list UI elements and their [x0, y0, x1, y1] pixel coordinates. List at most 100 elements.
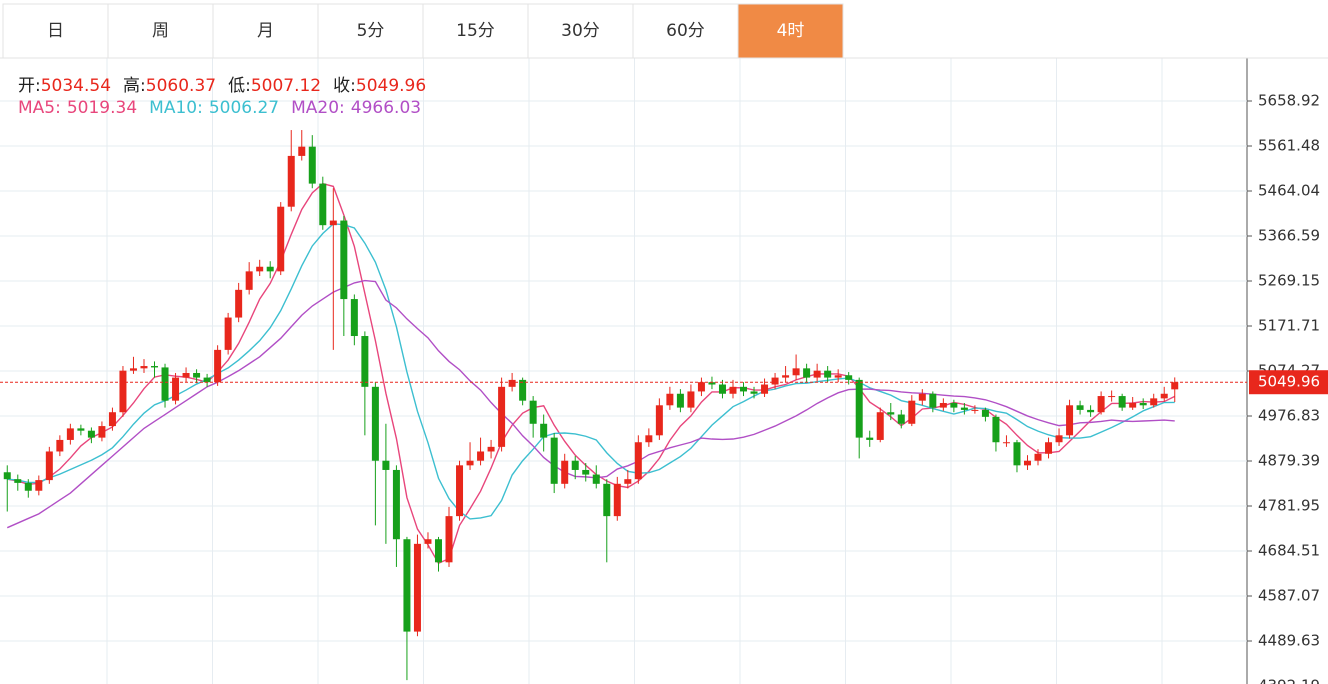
candle-body — [1129, 402, 1137, 408]
tab-box[interactable] — [107, 3, 214, 59]
candle-body — [172, 377, 180, 401]
tab[interactable]: 5分 — [317, 3, 424, 59]
candle-body — [603, 483, 611, 517]
candle-body — [750, 391, 758, 394]
candle-body — [361, 336, 369, 387]
tab-label[interactable]: 4时 — [777, 21, 805, 41]
candle-body — [971, 409, 979, 411]
tab-label[interactable]: 15分 — [456, 21, 495, 41]
candle-body — [340, 220, 348, 300]
candle-body — [256, 266, 264, 272]
candle-body — [224, 317, 232, 350]
tab-box[interactable] — [212, 3, 319, 59]
candle-body — [434, 539, 442, 563]
tab[interactable]: 30分 — [527, 3, 634, 59]
candle-body — [897, 414, 905, 424]
candle-body — [1045, 442, 1053, 454]
tab-label[interactable]: 月 — [257, 21, 274, 41]
candle-body — [477, 451, 485, 461]
y-tick-label: 4489.63 — [1258, 631, 1320, 649]
candle-body — [1108, 396, 1116, 398]
candle-body — [35, 480, 43, 491]
candle-body — [540, 423, 548, 438]
candle-body — [24, 482, 32, 491]
candle-body — [855, 379, 863, 438]
candle-body — [140, 366, 148, 369]
candle-body — [424, 539, 432, 544]
tab[interactable]: 日 — [2, 3, 109, 59]
legend-label: MA10: — [149, 98, 203, 118]
candle-body — [1023, 460, 1031, 466]
candle-body — [245, 271, 253, 290]
candle-body — [782, 375, 790, 378]
candle-body — [676, 393, 684, 408]
y-tick-label: 4684.51 — [1258, 541, 1320, 559]
candle-body — [161, 367, 169, 401]
candle-body — [718, 384, 726, 394]
candle-body — [960, 407, 968, 410]
legend-value: 5019.34 — [66, 98, 138, 118]
tab[interactable]: 15分 — [422, 3, 529, 59]
candle-body — [1076, 405, 1084, 410]
y-tick-label: 4781.95 — [1258, 496, 1320, 514]
candle-body — [45, 451, 53, 481]
tab-label[interactable]: 60分 — [666, 21, 705, 41]
y-tick-label: 4587.07 — [1258, 586, 1320, 604]
candle-body — [66, 428, 74, 440]
candle-body — [687, 391, 695, 408]
candle-body — [403, 539, 411, 632]
candle-body — [350, 299, 358, 337]
candle-body — [487, 446, 495, 452]
candle-body — [634, 442, 642, 480]
candle-body — [287, 155, 295, 207]
tab[interactable]: 60分 — [632, 3, 739, 59]
candle-body — [792, 368, 800, 376]
candle-body — [834, 375, 842, 378]
ohlc-label: 高: — [123, 76, 146, 96]
tab[interactable]: 4时 — [737, 3, 844, 59]
candle-body — [1171, 382, 1179, 390]
candle-body — [729, 386, 737, 394]
candle-body — [182, 372, 190, 378]
tab-label[interactable]: 日 — [47, 21, 64, 41]
ohlc-legend: 开:5034.54 高:5060.37 低:5007.12 收:5049.96 — [18, 71, 426, 96]
candle-body — [761, 384, 769, 394]
candle-body — [887, 412, 895, 415]
candle-body — [371, 386, 379, 461]
candle-body — [1002, 442, 1010, 444]
candle-body — [803, 368, 811, 378]
candle-body — [571, 460, 579, 470]
candle-body — [77, 428, 85, 431]
ohlc-value: 5049.96 — [355, 76, 427, 96]
candle-body — [1118, 396, 1126, 408]
tab-label[interactable]: 30分 — [561, 21, 600, 41]
candle-body — [203, 377, 211, 383]
legend-label: MA20: — [291, 98, 345, 118]
candle-body — [151, 366, 159, 368]
candle-body — [445, 516, 453, 563]
candle-body — [929, 393, 937, 408]
candle-body — [876, 412, 884, 440]
ohlc-value: 5007.12 — [250, 76, 322, 96]
tab-box[interactable] — [737, 3, 844, 59]
candle-body — [508, 379, 516, 387]
candle-body — [498, 386, 506, 447]
tab-label[interactable]: 周 — [152, 21, 169, 41]
y-tick-label: 5658.92 — [1258, 91, 1320, 109]
candle-body — [329, 220, 337, 226]
y-tick-label: 4879.39 — [1258, 451, 1320, 469]
candle-body — [382, 460, 390, 470]
candle-body — [519, 379, 527, 401]
legend-label: MA5: — [18, 98, 61, 118]
candle-body — [918, 393, 926, 401]
candle-body — [466, 460, 474, 466]
tab-box[interactable] — [317, 3, 424, 59]
candle-body — [740, 386, 748, 392]
tab[interactable]: 周 — [107, 3, 214, 59]
candle-body — [56, 439, 64, 452]
tab-label[interactable]: 5分 — [357, 21, 385, 41]
candle-body — [3, 472, 11, 480]
candle-body — [771, 377, 779, 385]
candle-body — [119, 370, 127, 413]
tab[interactable]: 月 — [212, 3, 319, 59]
